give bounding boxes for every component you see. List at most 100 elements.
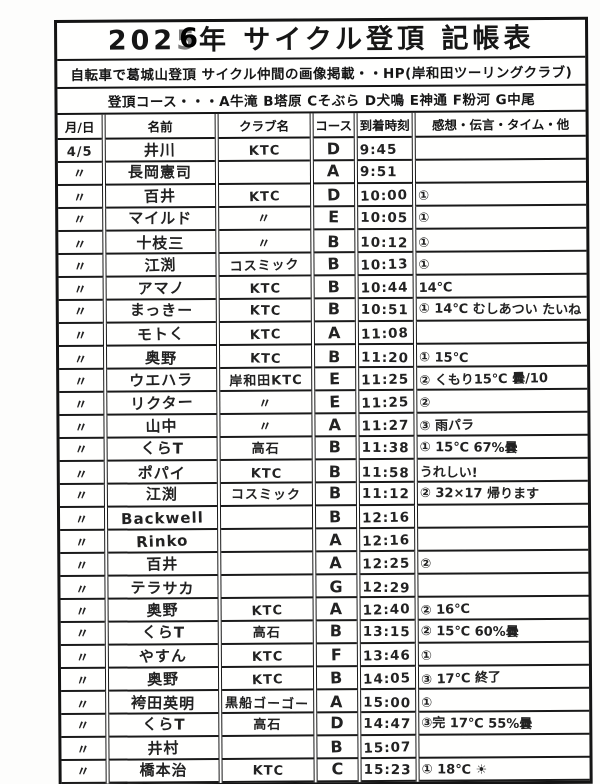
cell-note: ① 14℃ むしあつい たいね — [414, 296, 587, 321]
handwritten-arrival-time: 11:25 — [361, 371, 410, 389]
table-row: 〃 江渕 コスミック B 11:12 ② 32×17 帰ります — [59, 480, 588, 508]
cell-time: 11:27 — [357, 412, 416, 437]
cell-time: 9:45 — [355, 136, 414, 161]
handwritten-name: ウエハラ — [129, 370, 194, 391]
cell-name: 袴田英明 — [107, 690, 221, 714]
handwritten-club: KTC — [251, 649, 284, 666]
handwritten-course: B — [327, 277, 342, 297]
title-year-overwrite-digit: 6 — [179, 23, 203, 55]
cell-date: 〃 — [59, 483, 106, 508]
column-header-note: 感想・伝言・タイム・他 — [413, 111, 586, 137]
cell-date: 〃 — [58, 322, 105, 347]
handwritten-name: まっきー — [129, 301, 194, 320]
cell-course: C — [315, 758, 360, 782]
cell-course: B — [312, 344, 358, 368]
log-table: 月/日 名前 クラブ名 コース 到着時刻 感想・伝言・タイム・他 4/5 井川 … — [57, 111, 590, 784]
table-row: 〃 百井 KTC D 10:00 ① — [58, 181, 587, 209]
handwritten-club: 高石 — [252, 441, 281, 457]
handwritten-name: テラサカ — [130, 578, 196, 598]
cell-note: ① 15℃ 67%曇 — [415, 434, 588, 459]
handwritten-club: KTC — [249, 327, 282, 344]
handwritten-club: コスミック — [231, 487, 302, 504]
cell-club: KTC — [217, 321, 313, 346]
handwritten-club: 黒船ゴーゴー — [225, 695, 310, 713]
cell-course: F — [314, 643, 359, 667]
handwritten-note: ① 14℃ むしあつい たいね — [418, 301, 582, 319]
cell-name: くらT — [107, 713, 221, 737]
cell-club: 〃 — [217, 206, 313, 231]
table-row: 〃 テラサカ G 12:29 — [60, 572, 589, 600]
cell-club: KTC — [217, 275, 313, 300]
cell-course: D — [311, 137, 356, 161]
handwritten-course: D — [330, 713, 345, 733]
cell-club: 高石 — [218, 436, 314, 461]
cell-date: 4/5 — [57, 138, 104, 163]
handwritten-arrival-time: 9:51 — [359, 163, 398, 181]
cell-time: 12:16 — [357, 504, 417, 529]
cell-time: 10:05 — [356, 205, 415, 230]
cell-club: 黒船ゴーゴー — [220, 689, 316, 714]
cell-name: Rinko — [106, 529, 220, 553]
cell-club: 〃 — [217, 229, 313, 254]
handwritten-club: KTC — [248, 143, 281, 160]
handwritten-course: A — [327, 161, 341, 181]
handwritten-date: 〃 — [76, 764, 91, 780]
handwritten-note: ① — [421, 695, 433, 711]
cell-note — [417, 733, 590, 758]
cell-date: 〃 — [58, 345, 106, 370]
table-row: 〃 袴田英明 黒船ゴーゴー A 15:00 ① — [61, 687, 590, 715]
handwritten-name: ポパイ — [138, 463, 187, 483]
cell-time: 14:05 — [358, 665, 418, 690]
handwritten-note: ③完 17℃ 55%曇 — [421, 715, 533, 733]
cell-time: 12:40 — [358, 596, 417, 621]
handwritten-note: ② — [420, 556, 432, 572]
cell-name: 長岡憲司 — [103, 161, 218, 185]
handwritten-arrival-time: 11:25 — [361, 394, 410, 412]
handwritten-note: ① 15℃ — [418, 350, 469, 367]
cell-time: 12:25 — [358, 550, 417, 575]
table-row: 〃 百井 A 12:25 ② — [60, 549, 589, 577]
cell-name: 百井 — [104, 184, 218, 208]
cell-course: G — [314, 574, 359, 598]
cell-name: 山中 — [105, 414, 219, 438]
cell-course: D — [315, 712, 360, 736]
cell-note — [416, 526, 589, 551]
cell-club: 高石 — [219, 620, 315, 645]
handwritten-arrival-time: 11:08 — [360, 325, 410, 343]
handwritten-name: 百井 — [146, 555, 180, 574]
cell-time: 10:00 — [356, 182, 415, 207]
handwritten-arrival-time: 12:40 — [362, 601, 411, 619]
cell-name: Backwell — [105, 506, 220, 530]
cell-note: ② くもり15℃ 曇/10 — [415, 365, 588, 390]
cell-time: 13:15 — [358, 619, 417, 644]
cell-note: ② 15℃ 60%曇 — [416, 618, 589, 643]
cell-date: 〃 — [60, 529, 107, 554]
cell-time: 12:29 — [358, 573, 417, 598]
cell-date: 〃 — [59, 506, 107, 531]
handwritten-date: 〃 — [75, 604, 90, 621]
handwritten-arrival-time: 10:44 — [360, 279, 409, 297]
cell-course: B — [312, 229, 357, 253]
cell-club: KTC — [217, 344, 314, 369]
cell-course: A — [314, 551, 359, 575]
handwritten-date: 〃 — [75, 673, 91, 690]
cell-note: ① — [417, 687, 590, 712]
cell-time: 10:44 — [356, 274, 415, 299]
handwritten-course: B — [330, 668, 344, 688]
cell-club: KTC — [219, 597, 315, 622]
cell-club: KTC — [219, 666, 316, 691]
cell-name: リクター — [105, 391, 219, 415]
cell-date: 〃 — [61, 713, 108, 738]
cell-note: ③ 17℃ 終了 — [416, 664, 590, 689]
handwritten-arrival-time: 10:13 — [360, 256, 409, 274]
cell-club: KTC — [216, 137, 312, 162]
handwritten-arrival-time: 10:00 — [359, 187, 409, 205]
handwritten-course: B — [328, 437, 343, 457]
cell-name: 井川 — [103, 138, 217, 162]
handwritten-course: C — [331, 759, 345, 779]
handwritten-name: 江渕 — [146, 485, 179, 504]
cell-name: テラサカ — [106, 575, 220, 599]
handwritten-date: 〃 — [75, 626, 90, 642]
subtitle-course-legend: 登頂コース・・・A牛滝 B塔原 Cそぶら D犬鳴 E神通 F粉河 G中尾 — [57, 85, 586, 116]
handwritten-club: KTC — [248, 189, 281, 206]
